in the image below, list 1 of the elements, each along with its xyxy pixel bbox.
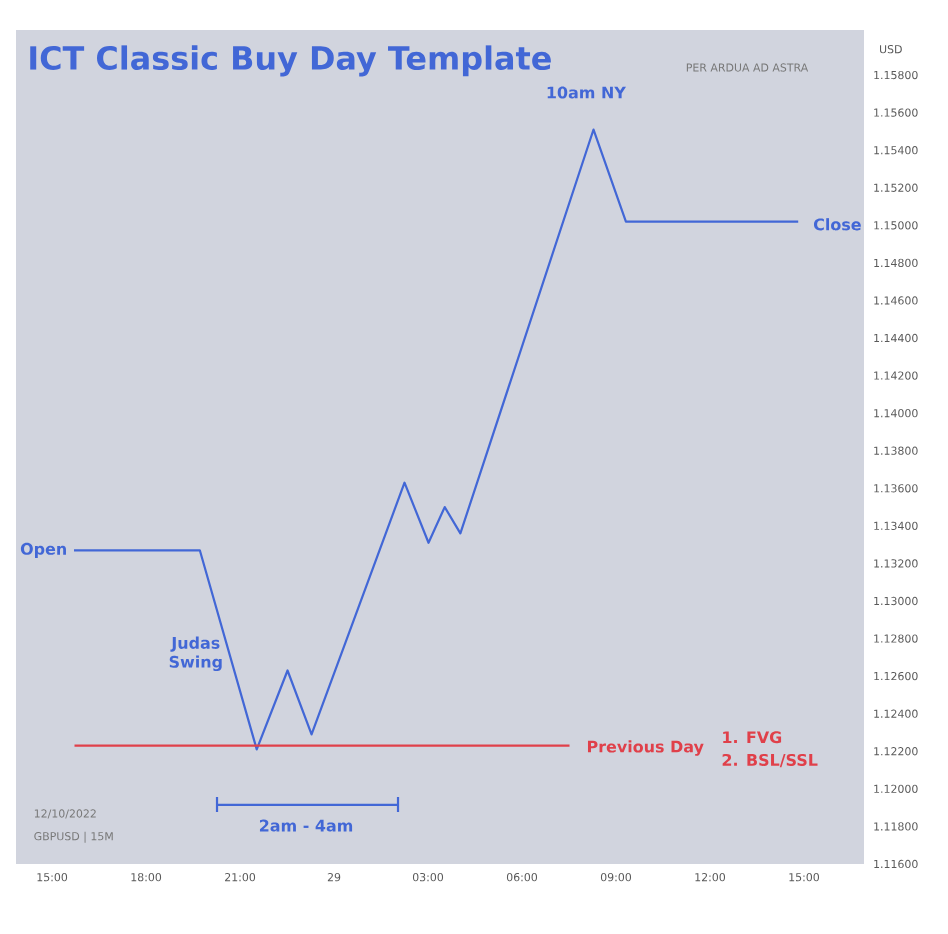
chart-title: ICT Classic Buy Day Template <box>30 45 551 77</box>
